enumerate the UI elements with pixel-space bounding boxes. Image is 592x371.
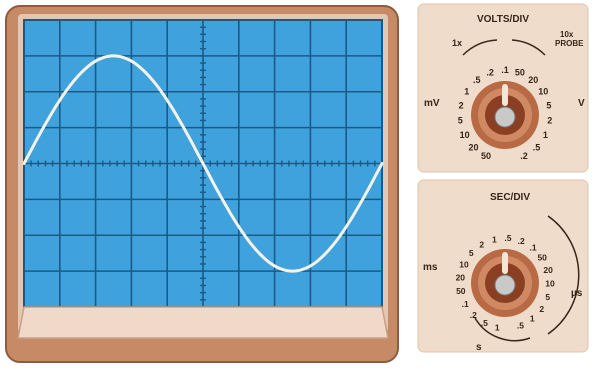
volts-tick-label: 20 bbox=[468, 142, 478, 152]
sec-tick-label: 20 bbox=[456, 273, 466, 283]
sec-tick-label: 20 bbox=[543, 265, 553, 275]
volts-tick-label: 50 bbox=[481, 151, 491, 161]
sec-div-title: SEC/DIV bbox=[490, 192, 530, 203]
sec-unit-s: s bbox=[476, 342, 482, 353]
volts-tick-label: 5 bbox=[458, 116, 463, 126]
sec-tick-label: 50 bbox=[456, 286, 466, 296]
sec-tick-label: .1 bbox=[462, 299, 469, 309]
sec-tick-label: 5 bbox=[545, 292, 550, 302]
volts-div-knob[interactable] bbox=[471, 81, 539, 149]
volts-div-title: VOLTS/DIV bbox=[477, 14, 529, 25]
volts-tick-label: .2 bbox=[486, 68, 494, 78]
volts-tick-label: .5 bbox=[533, 142, 541, 152]
sec-tick-label: 1 bbox=[492, 234, 497, 244]
volts-tick-label: 2 bbox=[547, 116, 552, 126]
sec-tick-label: .2 bbox=[518, 236, 525, 246]
volts-tick-label: 10 bbox=[538, 86, 548, 96]
volts-tick-label: 50 bbox=[515, 68, 525, 78]
sec-div-knob[interactable] bbox=[471, 249, 539, 317]
sec-tick-label: 50 bbox=[537, 253, 547, 263]
volts-tick-label: .5 bbox=[473, 75, 481, 85]
sec-tick-label: .5 bbox=[481, 318, 488, 328]
volts-tick-label: 10 bbox=[460, 130, 470, 140]
sec-unit-us: µs bbox=[571, 288, 583, 299]
sec-tick-label: 1 bbox=[530, 314, 535, 324]
sec-tick-label: .1 bbox=[529, 243, 536, 253]
screen-bottom-lip bbox=[17, 306, 389, 339]
volts-10x-bracket bbox=[511, 39, 546, 56]
volts-1x-label: 1x bbox=[452, 38, 462, 48]
volts-tick-label: 5 bbox=[546, 100, 551, 110]
volts-tick-label: 1 bbox=[464, 86, 469, 96]
sec-tick-label: 10 bbox=[545, 278, 555, 288]
sec-tick-label: .5 bbox=[517, 320, 524, 330]
oscilloscope-screen bbox=[5, 5, 399, 363]
volts-knob-pointer[interactable] bbox=[502, 84, 508, 106]
volts-tick-label: .2 bbox=[520, 151, 528, 161]
volts-div-panel: VOLTS/DIV 1x 10x PROBE mV V 502010521.5.… bbox=[417, 3, 589, 173]
volts-knob-cap[interactable] bbox=[494, 106, 516, 128]
sec-tick-label: 10 bbox=[459, 260, 469, 270]
sec-tick-label: 5 bbox=[469, 248, 474, 258]
volts-unit-v: V bbox=[578, 98, 585, 109]
sec-tick-label: 2 bbox=[539, 304, 544, 314]
sec-knob-pointer[interactable] bbox=[502, 252, 508, 274]
sec-div-panel: SEC/DIV ms µs s 1.5.2.1502010521.5.2.150… bbox=[417, 179, 589, 353]
sec-knob-cap[interactable] bbox=[494, 274, 516, 296]
sec-tick-label: .2 bbox=[470, 310, 477, 320]
volts-tick-label: 2 bbox=[459, 100, 464, 110]
volts-tick-label: 20 bbox=[528, 75, 538, 85]
volts-unit-mv: mV bbox=[424, 98, 440, 109]
sec-tick-label: .5 bbox=[504, 233, 511, 243]
sine-wave-trace bbox=[22, 54, 384, 273]
volts-tick-label: .1 bbox=[501, 65, 509, 75]
volts-probe-label: PROBE bbox=[555, 39, 584, 48]
volts-tick-label: 1 bbox=[543, 130, 548, 140]
sec-tick-label: 1 bbox=[495, 322, 500, 332]
sec-tick-label: 2 bbox=[479, 239, 484, 249]
volts-10x-label: 10x bbox=[560, 30, 574, 39]
sec-s-bracket bbox=[474, 317, 531, 342]
volts-1x-bracket bbox=[462, 39, 498, 56]
sec-unit-ms: ms bbox=[423, 262, 438, 273]
sec-us-bracket bbox=[547, 215, 580, 335]
